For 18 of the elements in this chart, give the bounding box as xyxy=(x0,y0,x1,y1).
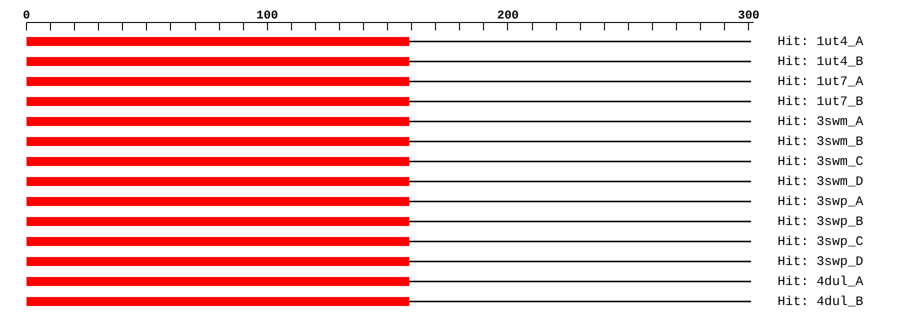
x-tick-label: 200 xyxy=(497,8,519,22)
y-tick-label: Hit: 3swp_C xyxy=(778,234,864,249)
y-tick-label: Hit: 3swp_A xyxy=(778,194,864,209)
y-tick-label: Hit: 3swm_B xyxy=(778,134,864,149)
y-tick-label: Hit: 3swm_A xyxy=(778,114,864,129)
x-tick-label: 100 xyxy=(256,8,278,22)
y-tick-label: Hit: 1ut4_A xyxy=(778,34,864,49)
y-tick-label: Hit: 3swm_D xyxy=(778,174,864,189)
y-tick-label: Hit: 1ut4_B xyxy=(778,54,864,69)
y-tick-label: Hit: 4dul_B xyxy=(778,294,864,309)
y-tick-label: Hit: 1ut7_B xyxy=(778,94,864,109)
y-tick-label: Hit: 3swm_C xyxy=(778,154,864,169)
x-tick-label: 300 xyxy=(738,8,760,22)
y-tick-label: Hit: 3swp_B xyxy=(778,214,864,229)
y-tick-label: Hit: 4dul_A xyxy=(778,274,864,289)
y-tick-label: Hit: 3swp_D xyxy=(778,254,864,269)
y-tick-label: Hit: 1ut7_A xyxy=(778,74,864,89)
x-tick-label: 0 xyxy=(22,8,30,22)
